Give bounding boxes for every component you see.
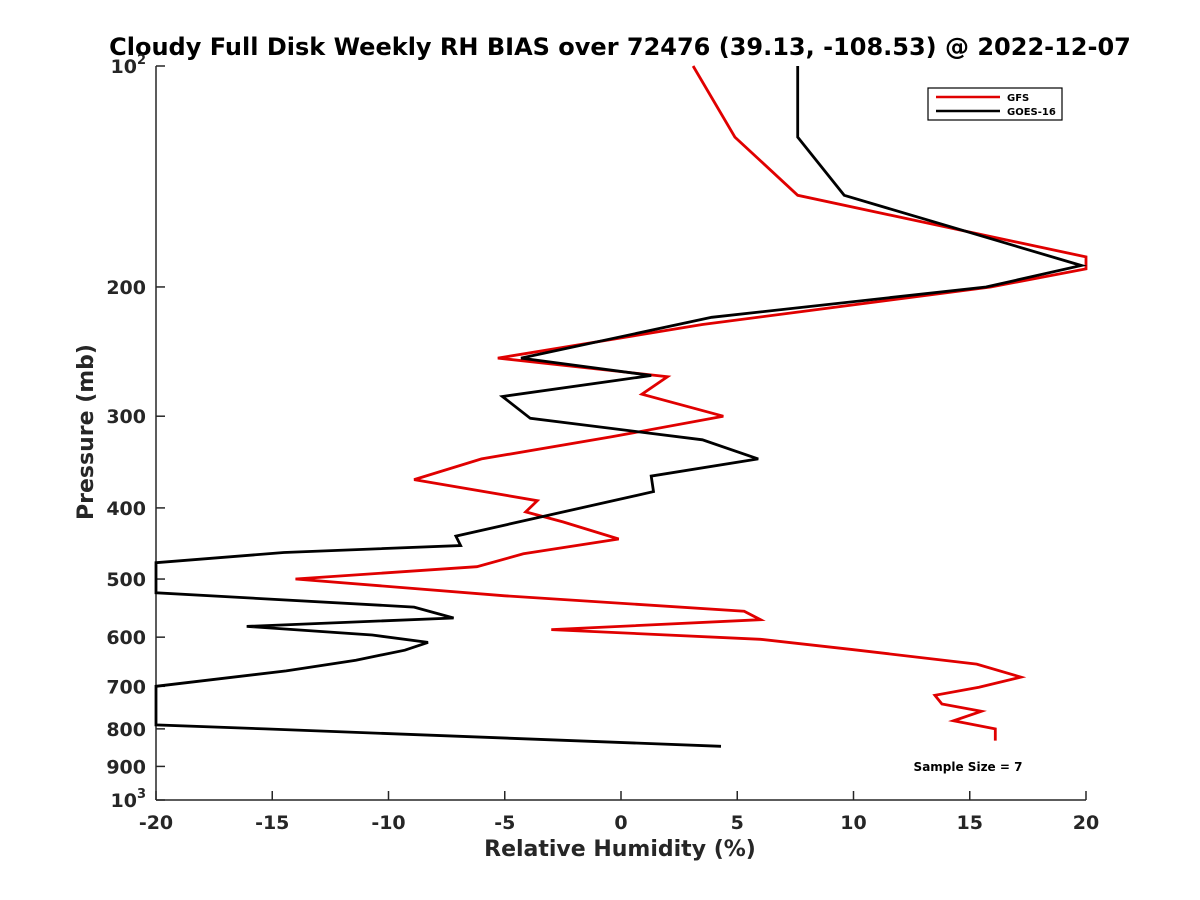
x-axis-label: Relative Humidity (%) bbox=[484, 837, 756, 862]
axes: -20 -15 -10 -5 0 5 10 15 20 102 200 300 400 500 600 700… bbox=[106, 53, 1099, 834]
legend-box bbox=[927, 87, 1063, 121]
y-tick-label: 102 bbox=[111, 53, 147, 78]
y-tick-label: 500 bbox=[106, 569, 146, 591]
x-tick-label: 15 bbox=[957, 812, 983, 834]
y-axis-label: Pressure (mb) bbox=[74, 344, 99, 520]
series-lines bbox=[154, 65, 1088, 748]
x-tick-label: -15 bbox=[255, 812, 289, 834]
y-tick-label: 103 bbox=[111, 787, 147, 812]
x-tick-label: 20 bbox=[1073, 812, 1099, 834]
legend-label-gfs: GFS bbox=[1007, 93, 1029, 104]
x-tick-label: -5 bbox=[494, 812, 515, 834]
y-tick-label: 600 bbox=[106, 627, 146, 649]
series-line-gfs bbox=[295, 65, 1088, 741]
y-tick-label: 400 bbox=[106, 498, 146, 520]
y-tick-label: 800 bbox=[106, 719, 146, 741]
series-line-goes16 bbox=[154, 66, 1087, 748]
legend: GFS GOES-16 bbox=[927, 87, 1063, 121]
x-tick-label: 5 bbox=[731, 812, 744, 834]
legend-label-goes16: GOES-16 bbox=[1007, 107, 1056, 118]
x-tick-label: 10 bbox=[840, 812, 866, 834]
chart-title: Cloudy Full Disk Weekly RH BIAS over 724… bbox=[109, 33, 1131, 61]
y-tick-label: 300 bbox=[106, 406, 146, 428]
y-tick-label: 700 bbox=[106, 676, 146, 698]
x-tick-label: 0 bbox=[614, 812, 627, 834]
x-tick-label: -10 bbox=[371, 812, 405, 834]
y-tick-label: 200 bbox=[106, 277, 146, 299]
sample-size-annotation: Sample Size = 7 bbox=[914, 760, 1023, 774]
y-tick-label: 900 bbox=[106, 756, 146, 778]
x-tick-label: -20 bbox=[139, 812, 173, 834]
